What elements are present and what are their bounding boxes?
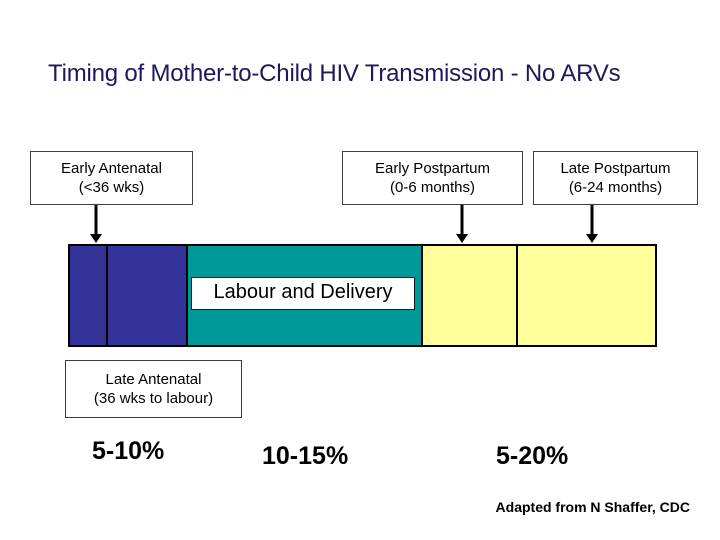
early-antenatal-callout: Early Antenatal (<36 wks) <box>30 151 193 205</box>
late-antenatal-callout: Late Antenatal (36 wks to labour) <box>65 360 242 418</box>
segment-divider <box>106 246 108 345</box>
segment-divider <box>186 246 188 345</box>
late-postpartum-label-line2: (6-24 months) <box>568 179 663 196</box>
arrow-head-icon <box>586 234 598 243</box>
arrow-shaft <box>460 205 464 234</box>
segment-late-postpartum <box>517 246 655 345</box>
arrow-head-icon <box>456 234 468 243</box>
late-antenatal-label-line1: Late Antenatal <box>105 371 202 388</box>
down-arrow-late-postpartum <box>586 205 598 243</box>
slide-title: Timing of Mother-to-Child HIV Transmissi… <box>48 60 621 87</box>
arrow-shaft <box>94 205 98 234</box>
segment-early-antenatal <box>70 246 107 345</box>
down-arrow-early-antenatal <box>90 205 102 243</box>
late-postpartum-callout: Late Postpartum (6-24 months) <box>533 151 698 205</box>
early-postpartum-label-line1: Early Postpartum <box>374 160 491 177</box>
rate-postpartum: 5-20% <box>496 442 569 470</box>
arrow-head-icon <box>90 234 102 243</box>
labour-and-delivery-label: Labour and Delivery <box>191 277 415 310</box>
segment-late-antenatal <box>107 246 187 345</box>
late-postpartum-label-line1: Late Postpartum <box>560 160 671 177</box>
segment-divider <box>421 246 423 345</box>
source-attribution: Adapted from N Shaffer, CDC <box>495 499 690 515</box>
early-postpartum-label-line2: (0-6 months) <box>389 179 476 196</box>
rate-antenatal: 5-10% <box>92 437 165 465</box>
early-antenatal-label-line2: (<36 wks) <box>78 179 145 196</box>
rate-labour-delivery: 10-15% <box>262 442 349 470</box>
arrow-shaft <box>590 205 594 234</box>
down-arrow-early-postpartum <box>456 205 468 243</box>
segment-divider <box>516 246 518 345</box>
early-postpartum-callout: Early Postpartum (0-6 months) <box>342 151 523 205</box>
segment-early-postpartum <box>422 246 517 345</box>
early-antenatal-label-line1: Early Antenatal <box>61 160 162 177</box>
late-antenatal-label-line2: (36 wks to labour) <box>93 390 214 407</box>
